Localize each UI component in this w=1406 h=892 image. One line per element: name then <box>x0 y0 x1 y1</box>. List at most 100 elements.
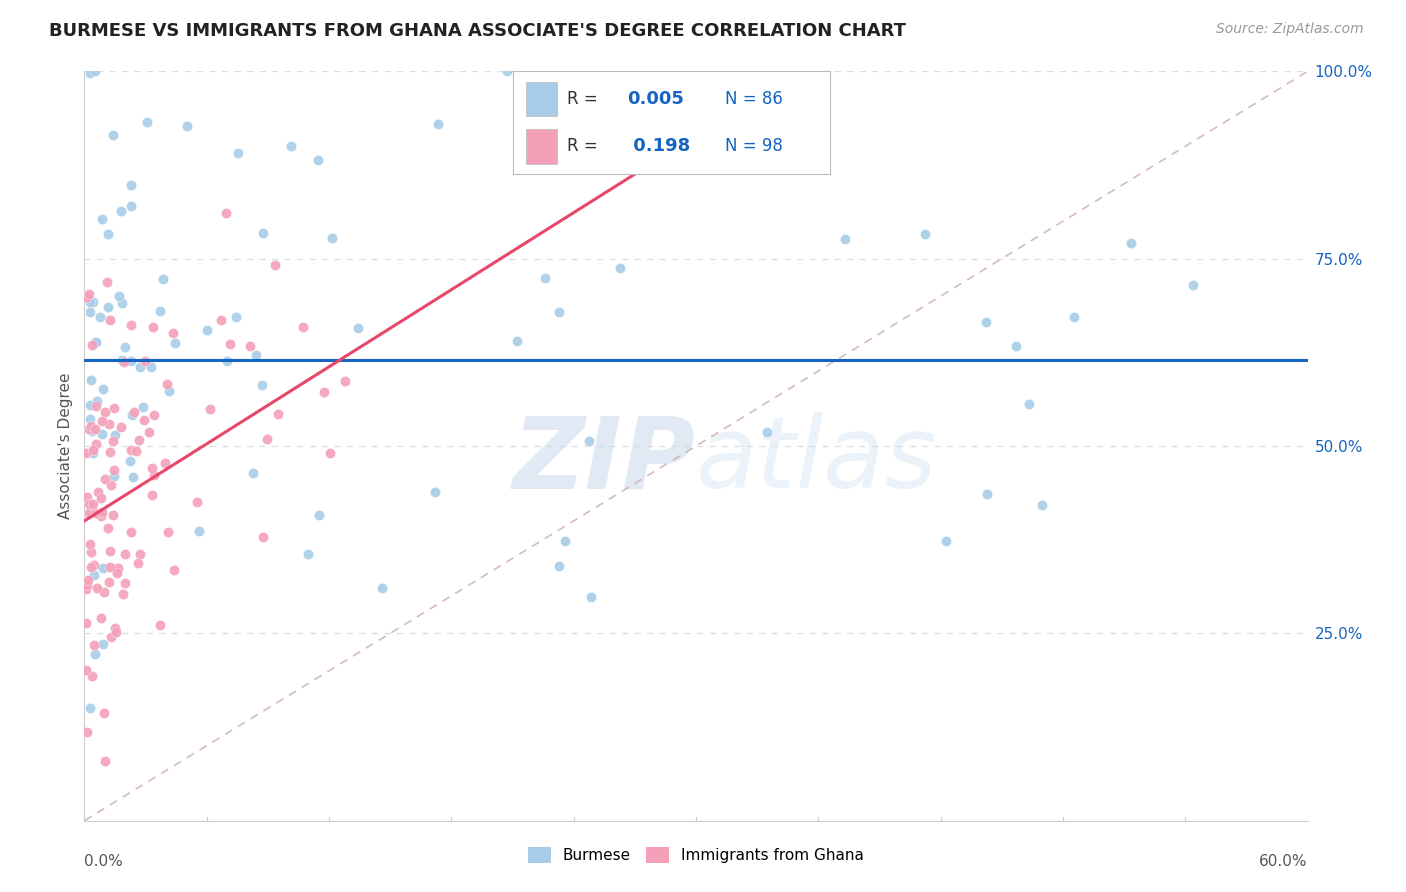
Point <box>77 287 100 301</box>
Point <box>242 467 264 481</box>
Point <box>578 434 600 448</box>
Point <box>333 374 356 388</box>
Point <box>100 630 122 644</box>
Point <box>371 582 394 596</box>
Point <box>128 360 150 375</box>
Point <box>76 290 98 304</box>
Point <box>162 326 184 340</box>
Point <box>75 663 97 677</box>
Text: N = 86: N = 86 <box>725 90 783 108</box>
Point <box>505 334 527 348</box>
Point <box>312 385 335 400</box>
Point <box>149 304 172 318</box>
Point <box>976 315 998 329</box>
Point <box>155 377 177 392</box>
Point <box>426 117 449 131</box>
Point <box>188 524 211 539</box>
Text: atlas: atlas <box>696 412 938 509</box>
Point <box>83 647 105 661</box>
Point <box>93 706 115 721</box>
Point <box>83 568 105 582</box>
Text: 60.0%: 60.0% <box>1260 855 1308 870</box>
Point <box>209 313 232 327</box>
Point <box>94 405 117 419</box>
Point <box>93 637 115 651</box>
Point <box>79 294 101 309</box>
Point <box>80 373 103 387</box>
Point <box>914 227 936 242</box>
Point <box>77 422 100 436</box>
Point <box>226 145 249 160</box>
Point <box>120 454 142 468</box>
Point <box>548 304 571 318</box>
Point <box>79 412 101 426</box>
Point <box>252 226 274 240</box>
Point <box>157 384 180 399</box>
Point <box>1119 236 1142 251</box>
Point <box>218 336 240 351</box>
Point <box>122 405 145 419</box>
Point <box>976 487 998 501</box>
Point <box>245 348 267 362</box>
Point <box>90 426 112 441</box>
Point <box>103 434 125 448</box>
Point <box>80 545 103 559</box>
Point <box>98 574 121 589</box>
Y-axis label: Associate's Degree: Associate's Degree <box>58 373 73 519</box>
Point <box>80 424 103 438</box>
Point <box>756 425 779 439</box>
Point <box>83 638 105 652</box>
Point <box>79 304 101 318</box>
Point <box>82 442 104 457</box>
Point <box>104 621 127 635</box>
Point <box>104 428 127 442</box>
Point <box>149 617 172 632</box>
Point <box>79 419 101 434</box>
Point <box>308 508 330 523</box>
Point <box>79 701 101 715</box>
Point <box>89 310 111 325</box>
Point <box>111 353 134 368</box>
Text: 0.005: 0.005 <box>627 90 683 108</box>
Text: Source: ZipAtlas.com: Source: ZipAtlas.com <box>1216 22 1364 37</box>
Point <box>86 393 108 408</box>
Point <box>110 419 132 434</box>
Point <box>101 508 124 522</box>
Point <box>256 432 278 446</box>
Point <box>103 401 125 416</box>
Point <box>834 232 856 246</box>
Point <box>141 359 163 374</box>
Point <box>114 575 136 590</box>
Point <box>76 724 98 739</box>
Point <box>86 581 108 595</box>
Point <box>548 559 571 574</box>
Point <box>267 407 290 421</box>
Point <box>97 300 120 314</box>
Point <box>83 64 105 78</box>
Point <box>107 561 129 575</box>
Point <box>307 153 329 168</box>
Point <box>97 227 120 242</box>
Point <box>609 261 631 276</box>
Point <box>579 590 602 604</box>
Point <box>121 470 143 484</box>
FancyBboxPatch shape <box>526 81 557 117</box>
Point <box>176 119 198 133</box>
Point <box>142 319 165 334</box>
Text: R =: R = <box>567 137 603 155</box>
Point <box>90 509 112 524</box>
Point <box>163 564 186 578</box>
Point <box>82 337 104 351</box>
Point <box>120 442 142 457</box>
Point <box>103 128 125 142</box>
Point <box>77 507 100 521</box>
Point <box>83 558 105 572</box>
Point <box>75 615 97 630</box>
Point <box>225 310 247 324</box>
Point <box>1182 278 1205 293</box>
Point <box>80 668 103 682</box>
Point <box>84 506 107 520</box>
Point <box>347 321 370 335</box>
Point <box>77 574 100 588</box>
Point <box>90 611 112 625</box>
